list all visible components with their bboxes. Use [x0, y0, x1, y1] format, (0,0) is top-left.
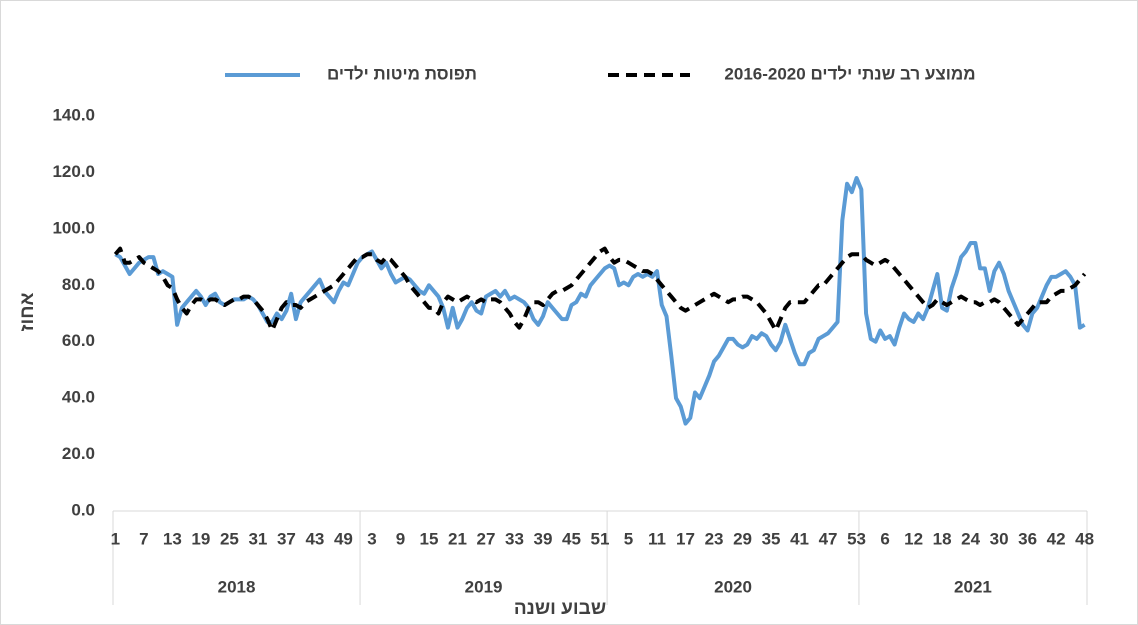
x-tick-label: 17 — [676, 529, 695, 548]
y-tick-label: 100.0 — [52, 218, 95, 237]
x-tick-label: 49 — [334, 529, 353, 548]
x-group-label: 2020 — [714, 577, 752, 596]
x-tick-label: 53 — [847, 529, 866, 548]
x-tick-label: 43 — [305, 529, 324, 548]
x-tick-label: 6 — [880, 529, 889, 548]
x-tick-label: 7 — [139, 529, 148, 548]
x-group-label: 2019 — [465, 577, 503, 596]
x-tick-label: 42 — [1047, 529, 1066, 548]
x-tick-label: 29 — [733, 529, 752, 548]
x-tick-label: 3 — [367, 529, 376, 548]
y-tick-label: 80.0 — [62, 275, 95, 294]
x-tick-label: 47 — [819, 529, 838, 548]
y-tick-label: 0.0 — [71, 500, 95, 519]
x-tick-label: 31 — [248, 529, 267, 548]
y-tick-label: 60.0 — [62, 331, 95, 350]
y-tick-label: 120.0 — [52, 162, 95, 181]
x-tick-label: 23 — [705, 529, 724, 548]
x-tick-label: 15 — [419, 529, 438, 548]
x-tick-label: 41 — [790, 529, 809, 548]
legend-label: תפוסת מיטות ילדים — [327, 64, 477, 83]
x-tick-label: 19 — [191, 529, 210, 548]
x-tick-label: 37 — [277, 529, 296, 548]
y-tick-label: 140.0 — [52, 105, 95, 124]
x-tick-label: 24 — [961, 529, 980, 548]
x-tick-label: 51 — [591, 529, 610, 548]
x-tick-label: 33 — [505, 529, 524, 548]
data-line — [114, 176, 1086, 426]
y-axis-title: אחוז — [17, 292, 38, 331]
x-tick-label: 45 — [562, 529, 581, 548]
x-tick-label: 12 — [904, 529, 923, 548]
x-tick-label: 25 — [220, 529, 239, 548]
x-group-label: 2021 — [954, 577, 992, 596]
x-tick-label: 13 — [163, 529, 182, 548]
x-tick-label: 30 — [990, 529, 1009, 548]
x-axis-title: שבוע ושנה — [514, 598, 606, 619]
x-group-label: 2018 — [218, 577, 256, 596]
x-tick-label: 35 — [762, 529, 781, 548]
x-tick-label: 48 — [1075, 529, 1094, 548]
x-tick-label: 21 — [448, 529, 467, 548]
x-tick-label: 5 — [624, 529, 633, 548]
x-tick-label: 1 — [111, 529, 120, 548]
legend-label: ממוצע רב שנתי ילדים 2016-2020 — [724, 64, 975, 83]
x-tick-label: 18 — [933, 529, 952, 548]
x-tick-label: 27 — [477, 529, 496, 548]
x-tick-label: 36 — [1018, 529, 1037, 548]
x-tick-label: 11 — [648, 529, 666, 548]
x-tick-label: 39 — [534, 529, 553, 548]
y-tick-label: 40.0 — [62, 388, 95, 407]
data-line — [113, 246, 1087, 333]
y-tick-label: 20.0 — [62, 444, 95, 463]
x-tick-label: 9 — [396, 529, 405, 548]
